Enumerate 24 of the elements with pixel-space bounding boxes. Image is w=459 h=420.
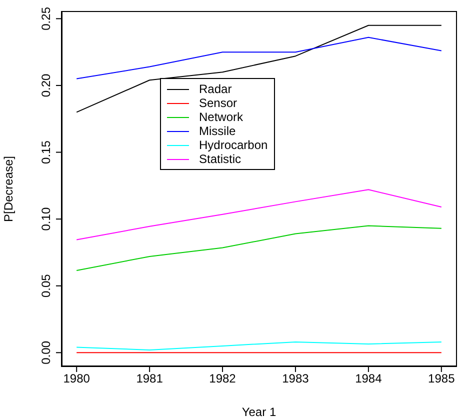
- line-series: [76, 36, 442, 80]
- y-tick-label: 0.00: [39, 340, 53, 364]
- y-tick-label: 0.05: [39, 274, 53, 298]
- x-tick-label: 1980: [63, 372, 90, 386]
- line-series: [76, 225, 442, 271]
- legend-label: Radar: [199, 82, 232, 96]
- legend-label: Sensor: [199, 96, 238, 110]
- x-tick-label: 1981: [136, 372, 164, 386]
- x-tick-label: 1985: [428, 372, 456, 386]
- x-axis-title: Year 1: [242, 405, 276, 419]
- y-tick-label: 0.20: [39, 73, 53, 98]
- legend-label: Network: [199, 110, 244, 124]
- legend-label: Missile: [199, 124, 236, 138]
- y-axis-title: P[Decrease]: [1, 156, 16, 222]
- legend-label: Statistic: [199, 152, 242, 166]
- x-tick-label: 1983: [282, 372, 310, 386]
- legend-label: Hydrocarbon: [199, 138, 268, 152]
- y-tick-label: 0.15: [39, 140, 53, 164]
- x-tick-label: 1982: [209, 372, 236, 386]
- y-tick-label: 0.25: [39, 6, 53, 30]
- y-tick-label: 0.10: [39, 207, 53, 231]
- x-tick-label: 1984: [355, 372, 382, 386]
- line-series: [76, 189, 442, 240]
- line-series: [76, 341, 442, 350]
